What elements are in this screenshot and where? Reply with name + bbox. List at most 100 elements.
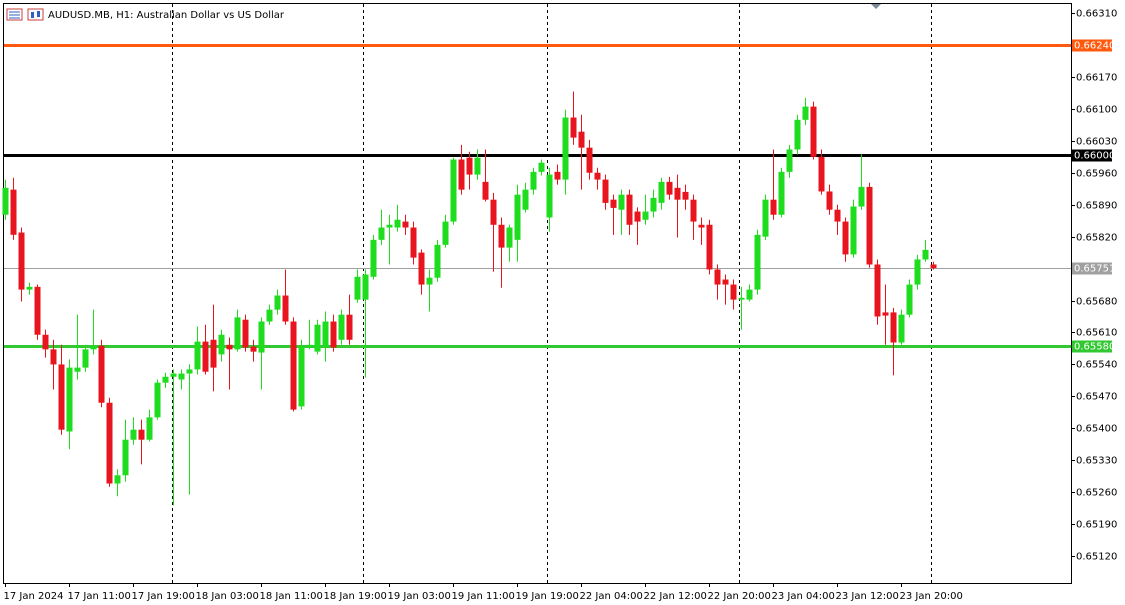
- candle-body: [802, 106, 809, 120]
- candle-body: [426, 277, 433, 285]
- candle-body: [338, 314, 345, 340]
- candle-body: [562, 117, 569, 180]
- candle-body: [402, 221, 409, 228]
- candle-body: [530, 171, 537, 190]
- icon-bar: [37, 11, 40, 17]
- candle-body: [850, 206, 857, 255]
- candle-body: [466, 157, 473, 175]
- candle-body: [442, 221, 449, 245]
- candle-body: [258, 321, 265, 353]
- candle-body: [698, 224, 705, 228]
- chart-title: AUDUSD.MB, H1: Australian Dollar vs US D…: [48, 10, 285, 21]
- y-tick-label: 0.65540: [1076, 360, 1117, 371]
- candle-body: [250, 346, 257, 352]
- x-tick-label: 23 Jan 20:00: [900, 591, 963, 602]
- y-tick-label: 0.66170: [1076, 73, 1117, 84]
- y-tick-label: 0.65260: [1076, 488, 1117, 499]
- candle-body: [890, 312, 897, 343]
- candle-body: [578, 131, 585, 148]
- candle-body: [642, 211, 649, 220]
- candle-body: [170, 373, 177, 377]
- x-tick-label: 23 Jan 04:00: [772, 591, 835, 602]
- candle-body: [858, 186, 865, 207]
- candle-body: [522, 189, 529, 210]
- candle-body: [306, 344, 313, 347]
- x-tick-label: 17 Jan 2024: [4, 591, 64, 602]
- candle-body: [626, 194, 633, 225]
- y-tick-label: 0.65470: [1076, 392, 1117, 403]
- candle-body: [714, 269, 721, 285]
- candle-body: [138, 429, 145, 440]
- candle-body: [34, 286, 41, 335]
- candle-body: [162, 376, 169, 383]
- candle-body: [634, 211, 641, 222]
- candle-body: [554, 171, 561, 180]
- candle-body: [602, 179, 609, 203]
- candle-body: [370, 239, 377, 277]
- y-tick-label: 0.65680: [1076, 297, 1117, 308]
- candle-body: [482, 181, 489, 200]
- candle-body: [42, 334, 49, 350]
- candle-body: [386, 224, 393, 228]
- candle-body: [722, 279, 729, 285]
- candle-body: [690, 199, 697, 222]
- candle-body: [570, 117, 577, 138]
- candle-body: [818, 156, 825, 192]
- candle-body: [202, 341, 209, 372]
- candle-body: [114, 475, 121, 484]
- candle-body: [314, 324, 321, 352]
- y-tick-label: 0.65960: [1076, 169, 1117, 180]
- candle-body: [418, 252, 425, 285]
- x-tick-label: 17 Jan 11:00: [68, 591, 131, 602]
- candle-body: [290, 321, 297, 410]
- candle-body: [658, 181, 665, 203]
- x-tick-label: 17 Jan 19:00: [132, 591, 195, 602]
- icon: [27, 8, 44, 21]
- x-tick-label: 18 Jan 11:00: [260, 591, 323, 602]
- level-label-box: [1072, 149, 1112, 162]
- candle-body: [914, 259, 921, 285]
- level-label: 0.66240: [1074, 41, 1115, 52]
- day-separators: [172, 4, 932, 583]
- candle-body: [778, 171, 785, 215]
- candle-body: [746, 289, 753, 300]
- candle-body: [58, 364, 65, 430]
- candle-body: [506, 227, 513, 248]
- candle-body: [922, 249, 929, 260]
- candle-body: [458, 159, 465, 190]
- candle-body: [730, 284, 737, 300]
- candle-body: [106, 402, 113, 484]
- candle-body: [330, 321, 337, 348]
- candle-body: [834, 209, 841, 222]
- candle-body: [362, 274, 369, 300]
- level-label-box: [1072, 262, 1112, 275]
- candle-body: [618, 194, 625, 210]
- candle-body: [906, 284, 913, 315]
- x-tick-label: 23 Jan 12:00: [836, 591, 899, 602]
- x-tick-label: 18 Jan 19:00: [324, 591, 387, 602]
- shift-marker: [871, 4, 881, 9]
- candle-body: [882, 312, 889, 316]
- candle-body: [538, 162, 545, 172]
- x-tick-label: 19 Jan 03:00: [388, 591, 451, 602]
- x-tick-label: 19 Jan 11:00: [452, 591, 515, 602]
- candle-body: [154, 382, 161, 418]
- level-label: 0.66000: [1074, 151, 1115, 162]
- candle-body: [218, 334, 225, 355]
- candle-body: [186, 369, 193, 374]
- candle-body: [930, 264, 937, 269]
- y-tick-label: 0.66100: [1076, 105, 1117, 116]
- candle-body: [794, 119, 801, 150]
- candle-body: [490, 199, 497, 225]
- candle-body: [586, 147, 593, 173]
- candle-body: [378, 227, 385, 240]
- x-tick-label: 22 Jan 20:00: [708, 591, 771, 602]
- y-tick-label: 0.66030: [1076, 137, 1117, 148]
- candle-body: [410, 227, 417, 258]
- candle-body: [650, 197, 657, 212]
- candle-body: [242, 319, 249, 348]
- candle-body: [178, 373, 185, 380]
- candle-body: [866, 186, 873, 265]
